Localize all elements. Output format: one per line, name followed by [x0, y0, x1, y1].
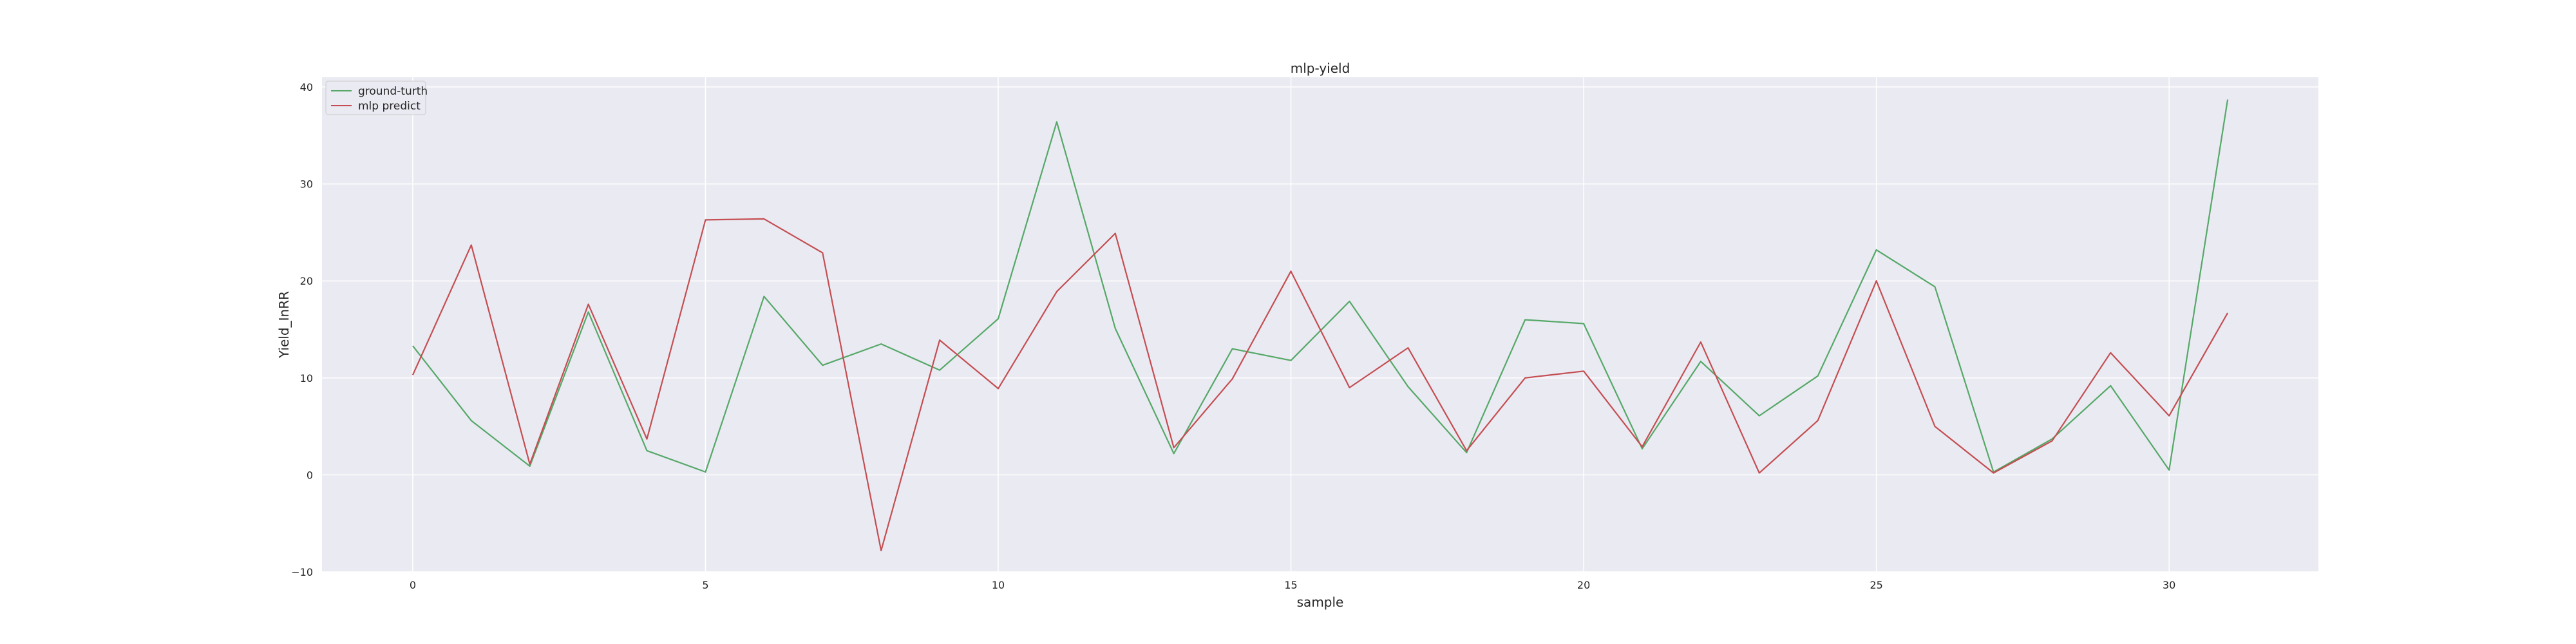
x-tick-label: 10: [992, 579, 1005, 591]
y-tick-label: 20: [300, 275, 313, 287]
series-line-mlp-predict: [412, 218, 2229, 552]
y-tick-label: 40: [300, 81, 313, 93]
plot-background: [322, 77, 2318, 572]
series-layer: [412, 99, 2229, 552]
legend-label-ground-truth: ground-turth: [358, 85, 428, 98]
legend-label-mlp-predict: mlp predict: [358, 100, 421, 113]
y-tick-label: −10: [291, 566, 313, 578]
x-tick-label: 30: [2163, 579, 2175, 591]
y-tick-label: 30: [300, 178, 313, 191]
x-tick-label: 25: [1870, 579, 1882, 591]
x-axis-label: sample: [1297, 594, 1344, 610]
y-tick-label: 10: [300, 372, 313, 384]
tick-labels: 0 5 10 15 20 25 30 −10 0 10 20 30 40: [291, 81, 2175, 591]
x-tick-label: 20: [1577, 579, 1590, 591]
x-tick-label: 15: [1284, 579, 1297, 591]
legend: ground-turth mlp predict: [325, 80, 428, 115]
grid-lines: [322, 77, 2318, 573]
y-tick-label: 0: [307, 469, 313, 481]
chart-title: mlp-yield: [1291, 61, 1350, 76]
x-tick-label: 0: [410, 579, 416, 591]
y-axis-label: Yield_InRR: [276, 291, 292, 359]
x-tick-label: 5: [702, 579, 708, 591]
